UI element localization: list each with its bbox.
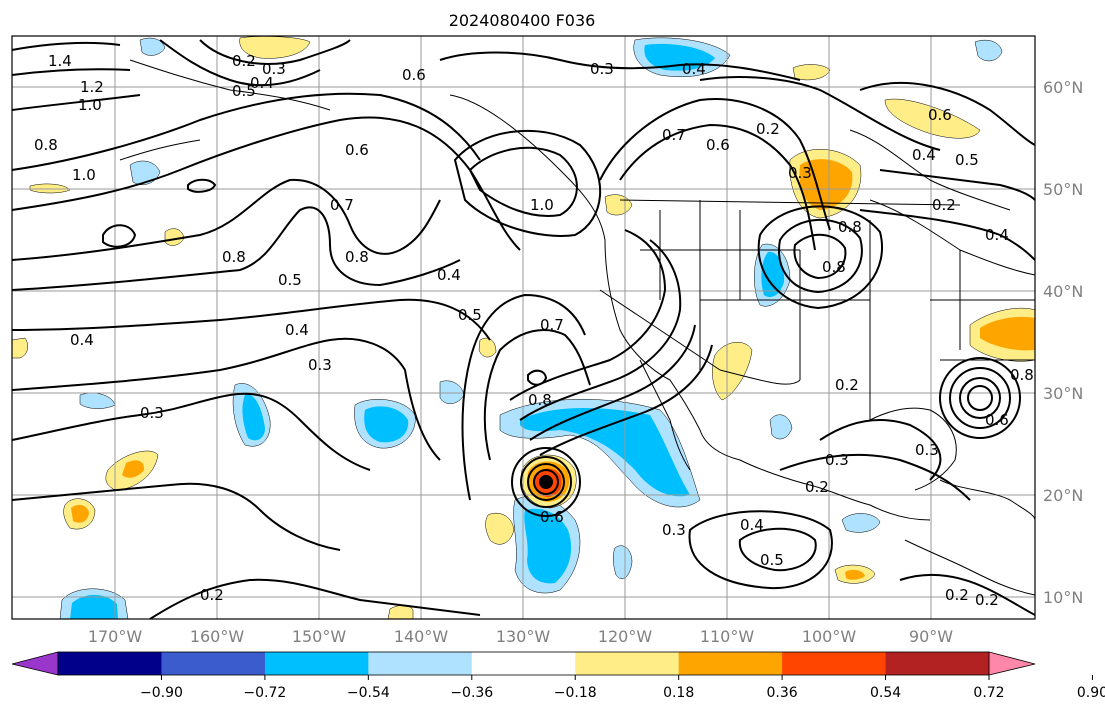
contour-label: 0.4 bbox=[437, 266, 461, 284]
contour-label: 0.6 bbox=[928, 106, 952, 124]
contour-label: 0.5 bbox=[760, 551, 784, 569]
contour-label: 0.2 bbox=[200, 586, 224, 604]
lon-label: 120°W bbox=[598, 627, 653, 646]
colorbar-tick-label: 0.90 bbox=[1077, 685, 1105, 701]
contour-label: 0.5 bbox=[955, 151, 979, 169]
contour-labels: 1.4 1.2 1.0 0.8 1.0 0.2 0.3 0.4 0.5 0.6 … bbox=[34, 52, 1034, 609]
contour-label: 1.2 bbox=[80, 78, 104, 96]
contour-label: 0.3 bbox=[590, 60, 614, 78]
contour-label: 0.3 bbox=[308, 356, 332, 374]
contour-label: 0.3 bbox=[788, 164, 812, 182]
contour-label: 0.6 bbox=[706, 136, 730, 154]
lat-label: 40°N bbox=[1043, 282, 1083, 301]
colorbar-segment bbox=[885, 652, 990, 675]
colorbar-segment bbox=[782, 652, 887, 675]
colorbar-segment bbox=[368, 652, 473, 675]
contour-label: 0.4 bbox=[912, 146, 936, 164]
contour-label: 0.3 bbox=[662, 521, 686, 539]
contour-label: 0.4 bbox=[250, 74, 274, 92]
colorbar-segment bbox=[161, 652, 266, 675]
contour-label: 0.4 bbox=[740, 516, 764, 534]
contour-label: 0.2 bbox=[975, 591, 999, 609]
colorbar-extend-high bbox=[988, 651, 1036, 676]
colorbar-segment bbox=[678, 652, 783, 675]
contour-label: 0.8 bbox=[838, 218, 862, 236]
colorbar-tick-label: −0.90 bbox=[140, 685, 183, 701]
map-frame bbox=[11, 35, 1036, 620]
contour-label: 0.3 bbox=[140, 404, 164, 422]
contour-label: 0.8 bbox=[1010, 366, 1034, 384]
contour-label: 0.2 bbox=[232, 52, 256, 70]
contour-label: 0.3 bbox=[915, 441, 939, 459]
lon-label: 130°W bbox=[496, 627, 551, 646]
contour-label: 0.7 bbox=[662, 126, 686, 144]
contour-label: 0.7 bbox=[540, 316, 564, 334]
coastlines bbox=[119, 59, 1036, 596]
contour-label: 0.8 bbox=[822, 258, 846, 276]
colorbar-ticks: −0.90 −0.72 −0.54 −0.36 −0.18 0.18 0.36 0.54 0.7… bbox=[140, 675, 1105, 701]
contour-label: 0.2 bbox=[835, 376, 859, 394]
contour-label: 0.8 bbox=[34, 136, 58, 154]
contour-label: 1.0 bbox=[530, 196, 554, 214]
contour-label: 0.6 bbox=[345, 141, 369, 159]
contour-label: 0.2 bbox=[756, 120, 780, 138]
lon-label: 110°W bbox=[700, 627, 755, 646]
contour-label: 0.6 bbox=[540, 508, 564, 526]
contour-label: 0.7 bbox=[330, 196, 354, 214]
colorbar-segment bbox=[58, 652, 162, 675]
contour-label: 0.4 bbox=[70, 331, 94, 349]
contour-label: 0.4 bbox=[285, 321, 309, 339]
lon-label: 90°W bbox=[909, 627, 953, 646]
contour-label: 0.8 bbox=[222, 248, 246, 266]
colorbar-tick-label: −0.18 bbox=[554, 685, 597, 701]
contour-label: 1.0 bbox=[72, 166, 96, 184]
colorbar-tick-label: −0.36 bbox=[450, 685, 493, 701]
contour-label: 0.6 bbox=[985, 411, 1009, 429]
contour-label: 0.2 bbox=[945, 586, 969, 604]
contour-label: 0.6 bbox=[402, 66, 426, 84]
lon-label: 170°W bbox=[88, 627, 143, 646]
colorbar-tick-label: 0.36 bbox=[767, 685, 798, 701]
colorbar-tick-label: 0.54 bbox=[870, 685, 901, 701]
contour-label: 0.5 bbox=[232, 82, 256, 100]
colorbar-segment bbox=[264, 652, 369, 675]
colorbar-tick-label: −0.54 bbox=[347, 685, 390, 701]
lat-label: 20°N bbox=[1043, 486, 1083, 505]
contour-label: 0.8 bbox=[345, 248, 369, 266]
contour-lines bbox=[11, 39, 1036, 620]
contour-label: 0.3 bbox=[825, 451, 849, 469]
map-title: 2024080400 F036 bbox=[449, 11, 596, 30]
contour-label: 1.4 bbox=[48, 52, 72, 70]
contour-label: 1.0 bbox=[78, 96, 102, 114]
colorbar-tick-label: −0.72 bbox=[243, 685, 286, 701]
contour-label: 0.5 bbox=[278, 271, 302, 289]
colorbar: −0.90 −0.72 −0.54 −0.36 −0.18 0.18 0.36 0.54 0.7… bbox=[11, 651, 1105, 701]
lat-label: 60°N bbox=[1043, 78, 1083, 97]
lon-label: 160°W bbox=[190, 627, 245, 646]
colorbar-tick-label: 0.18 bbox=[663, 685, 694, 701]
lon-label: 100°W bbox=[802, 627, 857, 646]
contour-label: 0.8 bbox=[528, 391, 552, 409]
contour-label: 0.2 bbox=[932, 196, 956, 214]
colorbar-tick-label: 0.72 bbox=[973, 685, 1004, 701]
lon-label: 140°W bbox=[394, 627, 449, 646]
lat-label: 10°N bbox=[1043, 588, 1083, 607]
contour-label: 0.2 bbox=[805, 478, 829, 496]
lat-label: 50°N bbox=[1043, 180, 1083, 199]
contour-label: 0.3 bbox=[262, 60, 286, 78]
colorbar-segments bbox=[58, 652, 990, 675]
contour-label: 0.4 bbox=[682, 60, 706, 78]
colorbar-extend-low bbox=[11, 651, 59, 676]
map-panel: 1.4 1.2 1.0 0.8 1.0 0.2 0.3 0.4 0.5 0.6 … bbox=[11, 35, 1036, 620]
contour-label: 0.4 bbox=[985, 226, 1009, 244]
lon-label: 150°W bbox=[292, 627, 347, 646]
lat-label: 30°N bbox=[1043, 384, 1083, 403]
colorbar-segment bbox=[471, 652, 576, 675]
latitude-labels: 60°N 50°N 40°N 30°N 20°N 10°N bbox=[1043, 78, 1083, 607]
contour-label: 0.5 bbox=[458, 306, 482, 324]
colorbar-segment bbox=[575, 652, 680, 675]
longitude-labels: 170°W 160°W 150°W 140°W 130°W 120°W 110°… bbox=[88, 627, 953, 646]
